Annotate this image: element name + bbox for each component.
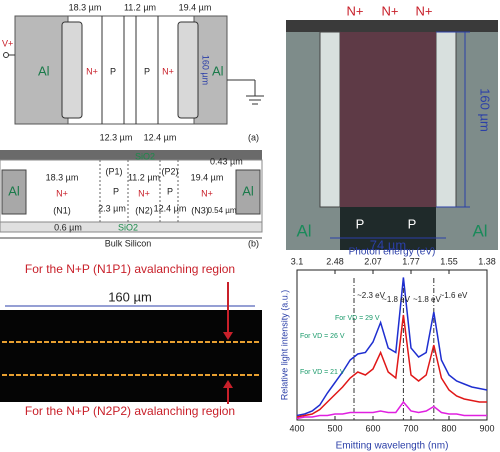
legend-entry: For VD = 21 V (300, 369, 345, 376)
dim: 2.3 µm (98, 203, 126, 213)
photo-bottom (340, 207, 436, 250)
x-tick-label: 800 (441, 423, 456, 433)
region-label: P (113, 186, 119, 196)
top-tick-label: 3.1 (291, 256, 304, 266)
region-label: Al (212, 63, 224, 78)
layer-label: Bulk Silicon (105, 238, 152, 248)
panel-label: (b) (248, 238, 259, 248)
region-label: N+ (382, 3, 399, 18)
dim: 0.54 µm (207, 206, 236, 215)
sio2-bottom (0, 221, 263, 233)
x-tick-label: 700 (403, 423, 418, 433)
dim: 160 µm (478, 88, 493, 132)
layer-label: SiO2 (135, 151, 155, 161)
region-label: (N2) (135, 205, 153, 215)
dim: 12.4 µm (144, 132, 177, 142)
dim: 74 µm (370, 237, 406, 252)
al-contact (235, 169, 261, 215)
top-tick-label: 1.55 (440, 256, 458, 266)
plot-frame (296, 269, 488, 421)
region-label: (N1) (53, 205, 71, 215)
dim: 11.2 µm (128, 172, 160, 182)
terminal (3, 52, 9, 58)
region-label: N+ (86, 66, 98, 76)
region-label: Al (38, 63, 50, 78)
dim: 11.2 µm (124, 2, 156, 12)
region-label: N+ (416, 3, 433, 18)
layer-label: SiO2 (118, 222, 138, 232)
caption: For the N+P (N2P2) avalanching region (25, 404, 235, 418)
x-tick-label: 400 (289, 423, 304, 433)
arrow-head (223, 332, 233, 340)
dim: 12.4 µm (154, 203, 187, 213)
annotation: ~1.6 eV (440, 291, 468, 300)
region-label: N+ (56, 188, 68, 198)
region-label: (N3) (191, 205, 209, 215)
al-finger (319, 31, 341, 208)
top-tick-label: 2.07 (364, 256, 382, 266)
al-finger (435, 31, 457, 208)
emission: For the N+P (N1P1) avalanching region 16… (0, 262, 262, 418)
series-line (296, 400, 487, 420)
annotation: ~1.8 eV (382, 295, 410, 304)
x-axis-title: Emitting wavelength (nm) (336, 441, 449, 452)
micrograph: N+ N+ N+ 160 µm Al Al P P 74 µm (286, 3, 498, 252)
top-tick-label: 2.48 (326, 256, 344, 266)
dim: 12.3 µm (100, 132, 133, 142)
region-label: N+ (347, 3, 364, 18)
x-tick-label: 500 (327, 423, 342, 433)
y-axis-title: Relative light intensity (a.u.) (279, 290, 289, 401)
dim: 19.4 µm (179, 2, 212, 12)
region-label: (P2) (161, 166, 178, 176)
dim: 0.43 µm (210, 156, 243, 166)
dim: 160 µm (108, 289, 152, 304)
top-axis-title: Photon energy (eV) (349, 247, 436, 258)
legend-entry: For VD = 29 V (335, 315, 380, 322)
dim: 18.3 µm (46, 172, 79, 182)
region-label: P (167, 186, 173, 196)
series-line (296, 277, 488, 417)
spectrum-chart: Photon energy (eV) Emitting wavelength (… (279, 247, 495, 452)
junction (340, 32, 436, 207)
annotation: ~2.3 eV (357, 291, 385, 300)
dim: 0.6 µm (54, 222, 82, 232)
region-label: (P1) (105, 166, 122, 176)
dim: 19.4 µm (191, 172, 224, 182)
region-label: Al (296, 221, 311, 240)
region-label: P (144, 66, 150, 76)
top-tick-label: 1.38 (478, 256, 496, 266)
region-label: P (408, 216, 417, 231)
panel-label: (a) (248, 132, 259, 142)
dim: 18.3 µm (69, 2, 102, 12)
sio2-top (0, 150, 262, 160)
panel-a: 18.3 µm 11.2 µm 19.4 µm V+ Al N+ P P N+ … (2, 2, 264, 142)
x-tick-label: 600 (365, 423, 380, 433)
x-tick-label: 900 (479, 423, 494, 433)
region-label: Al (242, 183, 254, 198)
emission-bg (0, 310, 262, 402)
region-label: P (110, 66, 116, 76)
region-label: Al (472, 221, 487, 240)
caption: For the N+P (N1P1) avalanching region (25, 262, 235, 276)
region-label: P (356, 216, 365, 231)
terminal-label: V+ (2, 38, 13, 48)
region-label: N+ (162, 66, 174, 76)
region-label: N+ (201, 188, 213, 198)
annotation: ~1.8 eV (413, 295, 441, 304)
region-label: N+ (138, 188, 150, 198)
panel-b: SiO2 0.43 µm Al 18.3 µm N+ (N1) (P1) P 2… (0, 150, 263, 248)
left-pad (61, 21, 83, 119)
photo-edge (286, 20, 498, 32)
region-label: Al (8, 183, 20, 198)
legend-entry: For VD = 26 V (300, 333, 345, 340)
arrow-head (223, 380, 233, 388)
right-pad (177, 21, 199, 119)
dim: 160 µm (201, 55, 211, 85)
al-contact (1, 169, 27, 215)
top-tick-label: 1.77 (402, 256, 420, 266)
junction-area (67, 15, 195, 125)
series-line (296, 314, 487, 418)
